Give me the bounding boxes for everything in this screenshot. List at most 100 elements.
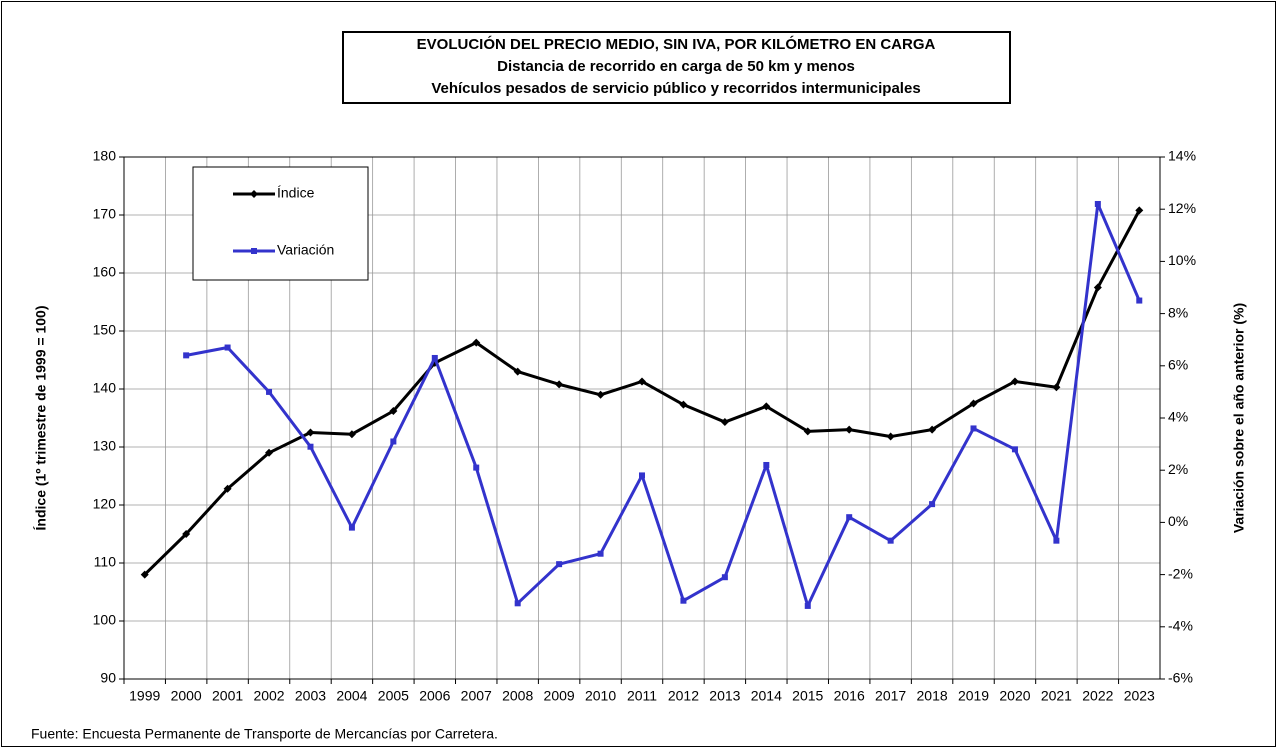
marker bbox=[182, 530, 191, 538]
x-tick-label: 2007 bbox=[461, 688, 492, 704]
marker bbox=[251, 248, 257, 254]
marker bbox=[721, 574, 728, 581]
marker bbox=[555, 380, 564, 389]
marker bbox=[1094, 200, 1101, 207]
marker bbox=[803, 427, 812, 436]
x-tick-label: 2003 bbox=[295, 688, 326, 704]
x-tick-label: 2010 bbox=[585, 688, 616, 704]
chart-subtitle: Vehículos pesados de servicio público y … bbox=[431, 80, 920, 97]
x-tick-label: 2023 bbox=[1124, 688, 1155, 704]
x-tick-label: 2017 bbox=[875, 688, 906, 704]
y2-axis-label: Variación sobre el año anterior (%) bbox=[1231, 303, 1247, 533]
x-tick-label: 2008 bbox=[502, 688, 533, 704]
x-tick-label: 2019 bbox=[958, 688, 989, 704]
y-tick-label: 150 bbox=[93, 322, 117, 338]
marker bbox=[1053, 537, 1060, 544]
marker bbox=[140, 570, 149, 579]
marker bbox=[307, 443, 314, 450]
x-tick-label: 2018 bbox=[917, 688, 948, 704]
x-tick-label: 2006 bbox=[419, 688, 450, 704]
marker bbox=[596, 390, 605, 399]
x-tick-label: 1999 bbox=[129, 688, 160, 704]
y2-tick-label: -6% bbox=[1168, 670, 1193, 686]
marker bbox=[224, 344, 231, 351]
marker bbox=[763, 461, 770, 468]
marker bbox=[306, 428, 315, 437]
marker bbox=[390, 438, 397, 445]
x-tick-label: 2013 bbox=[709, 688, 740, 704]
y2-tick-label: -4% bbox=[1168, 618, 1193, 634]
marker bbox=[556, 561, 563, 568]
x-tick-label: 2000 bbox=[171, 688, 202, 704]
legend bbox=[192, 166, 369, 281]
marker bbox=[514, 600, 521, 607]
marker bbox=[183, 352, 190, 359]
legend-label: Variación bbox=[277, 242, 334, 258]
x-tick-label: 2016 bbox=[834, 688, 865, 704]
marker bbox=[1052, 383, 1061, 392]
marker bbox=[887, 537, 894, 544]
legend-label: Índice bbox=[277, 185, 315, 201]
y-tick-label: 160 bbox=[93, 264, 117, 280]
y2-tick-label: -2% bbox=[1168, 565, 1193, 581]
marker bbox=[929, 501, 936, 508]
marker bbox=[1011, 446, 1018, 453]
marker bbox=[265, 448, 274, 457]
marker bbox=[347, 430, 356, 439]
x-tick-label: 2001 bbox=[212, 688, 243, 704]
marker bbox=[845, 425, 854, 434]
chart-subtitle: Distancia de recorrido en carga de 50 km… bbox=[497, 58, 855, 75]
x-tick-label: 2011 bbox=[627, 688, 657, 704]
marker bbox=[804, 602, 811, 609]
marker bbox=[431, 354, 438, 361]
x-tick-label: 2021 bbox=[1041, 688, 1072, 704]
y-tick-label: 170 bbox=[93, 206, 117, 222]
marker bbox=[846, 514, 853, 521]
marker bbox=[266, 388, 273, 395]
marker bbox=[970, 425, 977, 432]
x-tick-label: 2015 bbox=[792, 688, 823, 704]
x-tick-label: 2002 bbox=[253, 688, 284, 704]
y-tick-label: 90 bbox=[100, 670, 116, 686]
y2-tick-label: 4% bbox=[1168, 409, 1188, 425]
x-tick-label: 2022 bbox=[1082, 688, 1113, 704]
source-note: Fuente: Encuesta Permanente de Transport… bbox=[31, 726, 498, 742]
marker bbox=[680, 597, 687, 604]
x-tick-label: 2009 bbox=[544, 688, 575, 704]
y-axis-label: Índice (1º trimestre de 1999 = 100) bbox=[33, 306, 49, 531]
series-line bbox=[185, 202, 1141, 608]
y-tick-label: 120 bbox=[93, 496, 117, 512]
y-tick-label: 180 bbox=[93, 148, 117, 164]
marker bbox=[597, 550, 604, 557]
marker bbox=[886, 432, 895, 441]
y2-tick-label: 10% bbox=[1168, 252, 1196, 268]
marker bbox=[928, 425, 937, 434]
y2-tick-label: 6% bbox=[1168, 357, 1188, 373]
x-tick-label: 2004 bbox=[336, 688, 367, 704]
y-tick-label: 110 bbox=[94, 554, 117, 570]
y-tick-label: 140 bbox=[93, 380, 117, 396]
x-tick-label: 2005 bbox=[378, 688, 409, 704]
plot-border bbox=[123, 156, 1161, 680]
marker bbox=[223, 484, 232, 493]
marker bbox=[679, 400, 688, 409]
marker bbox=[250, 190, 258, 198]
marker bbox=[762, 402, 771, 411]
marker bbox=[720, 418, 729, 427]
y2-tick-label: 2% bbox=[1168, 461, 1188, 477]
chart-title: EVOLUCIÓN DEL PRECIO MEDIO, SIN IVA, POR… bbox=[417, 35, 936, 53]
x-tick-label: 2012 bbox=[668, 688, 699, 704]
x-tick-label: 2020 bbox=[999, 688, 1030, 704]
y-tick-label: 130 bbox=[93, 438, 117, 454]
marker bbox=[389, 407, 398, 416]
marker bbox=[513, 367, 522, 376]
marker bbox=[348, 524, 355, 531]
title-box bbox=[342, 31, 1011, 104]
marker bbox=[1136, 297, 1143, 304]
y2-tick-label: 0% bbox=[1168, 513, 1188, 529]
marker bbox=[1093, 283, 1102, 292]
y2-tick-label: 14% bbox=[1168, 148, 1196, 164]
y2-tick-label: 8% bbox=[1168, 304, 1188, 320]
marker bbox=[638, 377, 646, 386]
